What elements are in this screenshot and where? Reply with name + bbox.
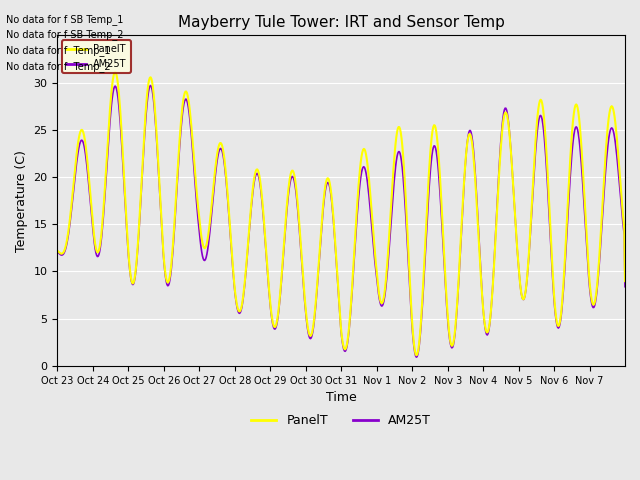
- PanelT: [401, 173, 408, 179]
- Y-axis label: Temperature (C): Temperature (C): [15, 150, 28, 252]
- AM25T: [147, 83, 154, 88]
- AM25T: [54, 249, 61, 255]
- AM25T: [433, 154, 441, 160]
- PanelT: [433, 135, 441, 141]
- Text: No data for f  Temp_2: No data for f Temp_2: [6, 61, 111, 72]
- Line: AM25T: AM25T: [58, 85, 625, 357]
- Text: No data for f SB Temp_2: No data for f SB Temp_2: [6, 29, 124, 40]
- Legend: PanelT, AM25T: PanelT, AM25T: [246, 409, 436, 432]
- X-axis label: Time: Time: [326, 391, 356, 404]
- Title: Mayberry Tule Tower: IRT and Sensor Temp: Mayberry Tule Tower: IRT and Sensor Temp: [178, 15, 504, 30]
- PanelT: [621, 278, 629, 284]
- AM25T: [275, 309, 282, 314]
- AM25T: [412, 354, 420, 360]
- AM25T: [621, 284, 629, 289]
- PanelT: [412, 352, 420, 358]
- Line: PanelT: PanelT: [58, 72, 625, 355]
- Text: No data for f  Temp_1: No data for f Temp_1: [6, 45, 111, 56]
- PanelT: [225, 211, 233, 217]
- AM25T: [120, 180, 128, 186]
- PanelT: [121, 187, 129, 192]
- AM25T: [225, 215, 233, 221]
- PanelT: [253, 167, 261, 172]
- PanelT: [111, 69, 119, 75]
- PanelT: [275, 306, 282, 312]
- PanelT: [54, 248, 61, 253]
- Text: No data for f SB Temp_1: No data for f SB Temp_1: [6, 13, 124, 24]
- AM25T: [253, 170, 261, 176]
- AM25T: [401, 192, 408, 198]
